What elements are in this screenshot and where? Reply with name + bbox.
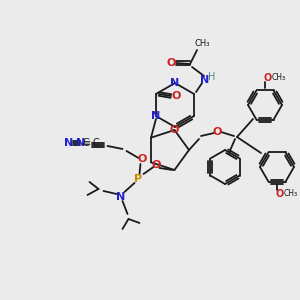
Text: O: O xyxy=(264,73,272,83)
Text: P: P xyxy=(134,174,142,184)
Text: C: C xyxy=(82,138,89,148)
Text: ≡: ≡ xyxy=(83,138,92,148)
Text: O: O xyxy=(171,91,181,101)
Text: O: O xyxy=(167,58,176,68)
Text: N: N xyxy=(64,138,73,148)
Text: C: C xyxy=(92,138,99,148)
Text: O: O xyxy=(170,125,179,135)
Text: CH₃: CH₃ xyxy=(194,38,210,47)
Text: CH₃: CH₃ xyxy=(284,190,298,199)
Text: N: N xyxy=(200,75,210,85)
Text: N: N xyxy=(116,192,125,202)
Text: O: O xyxy=(212,127,222,137)
Text: O: O xyxy=(138,154,147,164)
Text: O: O xyxy=(276,189,284,199)
Text: CH₃: CH₃ xyxy=(272,74,286,82)
Text: O: O xyxy=(152,160,161,170)
Text: N: N xyxy=(170,78,180,88)
Text: N: N xyxy=(151,111,160,121)
Text: N: N xyxy=(76,138,85,148)
Text: H: H xyxy=(208,72,216,82)
